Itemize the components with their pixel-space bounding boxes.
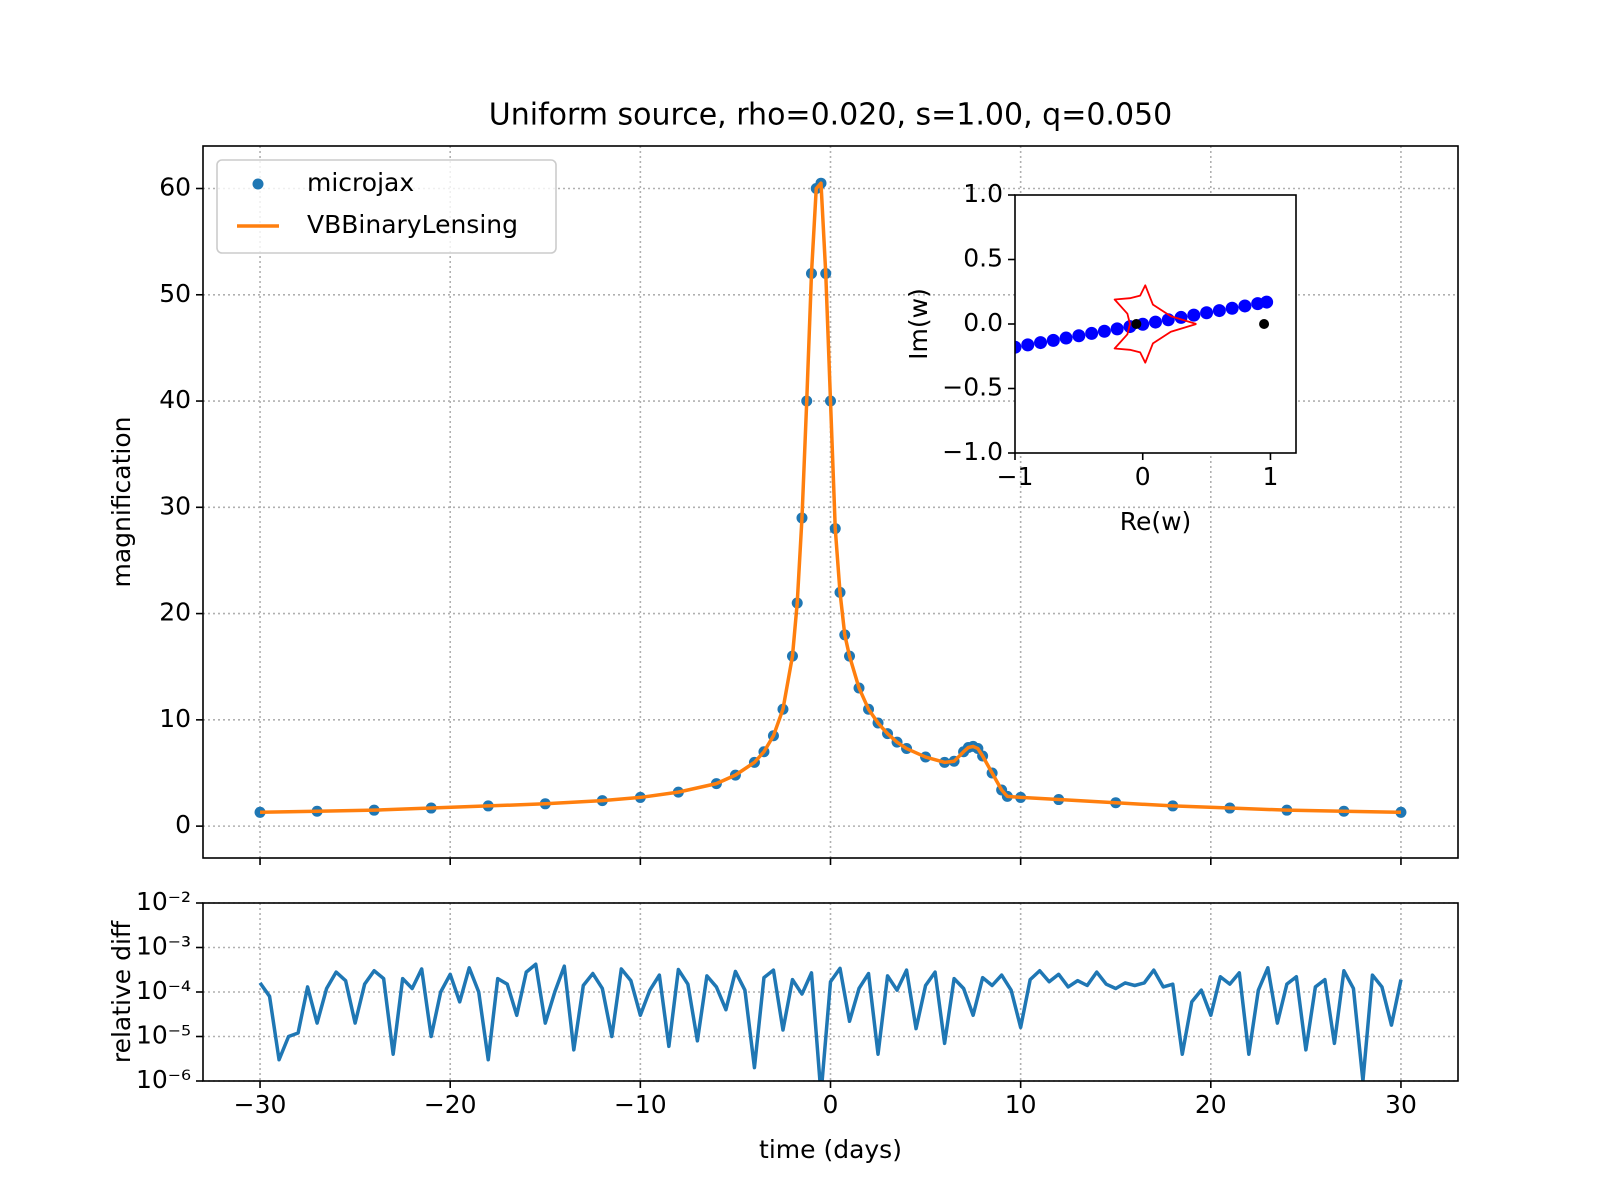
legend-label: microjax	[307, 168, 414, 197]
y-tick-label: 10⁻³	[136, 932, 191, 961]
data-point	[1212, 304, 1226, 318]
data-layer	[254, 177, 1407, 818]
chart-title: Uniform source, rho=0.020, s=1.00, q=0.0…	[489, 98, 1172, 133]
axes: −1 0 1 −1.0 −0.5 0.0 0.5 1.0 Re(w) Im(w)	[904, 179, 1297, 536]
x-tick-label: 30	[1385, 1090, 1417, 1119]
y-tick-label: −0.5	[942, 373, 1003, 402]
data-point	[1149, 315, 1162, 329]
legend-label: VBBinaryLensing	[307, 210, 518, 239]
data-point	[1225, 301, 1239, 315]
data-point	[1097, 324, 1111, 338]
x-axis-label: Re(w)	[1120, 507, 1192, 536]
y-axis-label: Im(w)	[904, 288, 933, 360]
series-line	[260, 181, 1401, 815]
series-line	[1113, 284, 1197, 364]
x-tick-label: 0	[1135, 462, 1151, 491]
y-tick-label: 60	[159, 173, 191, 202]
data-point	[1021, 338, 1035, 352]
data-point	[1187, 308, 1201, 322]
axes-frame	[202, 902, 1459, 1082]
data-point	[1395, 806, 1407, 818]
x-tick-label: 1	[1263, 462, 1279, 491]
x-tick-label: 0	[823, 1090, 839, 1119]
x-tick-label: −20	[424, 1090, 477, 1119]
data-point	[1085, 326, 1099, 340]
axes-frame	[1014, 194, 1297, 454]
x-tick-label: −10	[614, 1090, 667, 1119]
data-point	[1015, 340, 1022, 354]
legend-symbol	[252, 178, 264, 190]
y-tick-label: 10⁻⁵	[136, 1021, 191, 1050]
x-tick-label: −1	[997, 462, 1034, 491]
y-tick-label: 20	[159, 598, 191, 627]
x-tick-label: 20	[1195, 1090, 1227, 1119]
data-point	[1131, 319, 1142, 329]
x-axis-label: time (days)	[759, 1135, 902, 1164]
legend-box	[216, 159, 557, 254]
y-tick-label: 1.0	[963, 179, 1003, 208]
y-tick-label: −1.0	[942, 437, 1003, 466]
y-tick-label: 0.0	[963, 308, 1003, 337]
axes-frame	[202, 145, 1459, 859]
data-point	[1259, 319, 1270, 329]
data-point	[1260, 295, 1274, 309]
y-tick-label: 10	[159, 704, 191, 733]
data-point	[254, 806, 266, 818]
legend: microjax VBBinaryLensing	[216, 159, 557, 254]
data-point	[1200, 306, 1214, 320]
y-axis-label: relative diff	[107, 920, 136, 1063]
y-tick-label: 50	[159, 279, 191, 308]
y-tick-label: 10⁻²	[136, 887, 191, 916]
data-point	[1059, 331, 1073, 345]
series-line	[258, 962, 1403, 1081]
data-point	[1046, 333, 1060, 347]
data-point	[1072, 329, 1086, 343]
data-point	[1238, 299, 1252, 313]
y-tick-label: 10⁻⁶	[136, 1065, 191, 1094]
y-tick-label: 0.5	[963, 244, 1003, 273]
y-axis-label: magnification	[107, 416, 136, 587]
y-tick-label: 0	[175, 810, 191, 839]
y-tick-label: 10⁻⁴	[136, 976, 191, 1005]
data-point	[1034, 336, 1048, 350]
x-tick-label: −30	[234, 1090, 287, 1119]
y-tick-label: 40	[159, 385, 191, 414]
data-point	[1110, 322, 1124, 336]
data-layer	[1015, 284, 1274, 364]
data-layer	[258, 962, 1403, 1081]
axes: −30 −20 −10 0 10 20 30 10⁻⁶ 10⁻⁵ 10⁻⁴ 10⁻³ 10⁻² time…	[107, 887, 1459, 1164]
y-tick-label: 30	[159, 491, 191, 520]
x-tick-label: 10	[1005, 1090, 1037, 1119]
